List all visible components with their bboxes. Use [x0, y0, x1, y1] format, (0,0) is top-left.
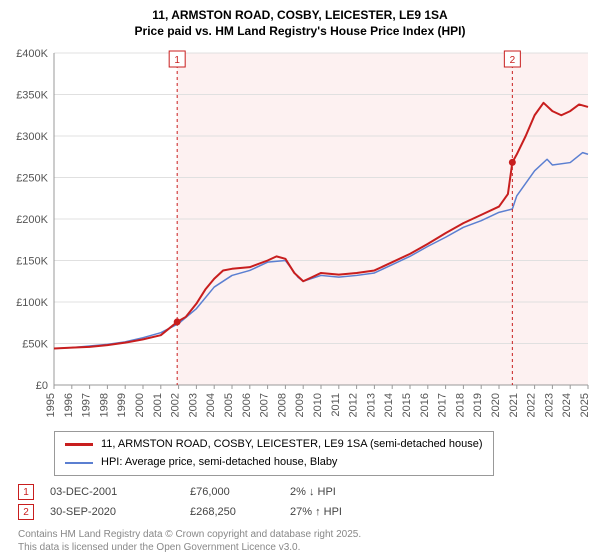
svg-text:2016: 2016: [419, 393, 431, 417]
legend-label-2: HPI: Average price, semi-detached house,…: [101, 454, 337, 472]
svg-text:1995: 1995: [45, 393, 57, 417]
footnote-delta: 2% ↓ HPI: [290, 486, 400, 498]
footnote-date: 30-SEP-2020: [50, 506, 190, 518]
svg-text:2004: 2004: [205, 393, 217, 417]
svg-text:2006: 2006: [241, 393, 253, 417]
chart-svg: £0 £50K £100K £150K £200K £250K £300K £350K £400…: [8, 45, 592, 425]
svg-text:2013: 2013: [365, 393, 377, 417]
svg-text:£250K: £250K: [16, 173, 48, 185]
svg-text:2018: 2018: [454, 393, 466, 417]
svg-text:2003: 2003: [187, 393, 199, 417]
footnote-row: 1 03-DEC-2001£76,0002% ↓ HPI: [18, 484, 592, 500]
svg-text:2022: 2022: [526, 393, 538, 417]
footnote-date: 03-DEC-2001: [50, 486, 190, 498]
svg-text:2001: 2001: [152, 393, 164, 417]
legend-swatch-1: [65, 443, 93, 446]
footnote-price: £76,000: [190, 486, 290, 498]
license-text: Contains HM Land Registry data © Crown c…: [18, 528, 592, 554]
svg-text:2011: 2011: [330, 393, 342, 417]
svg-text:2007: 2007: [259, 393, 271, 417]
svg-text:£350K: £350K: [16, 90, 48, 102]
chart-plot-area: £0 £50K £100K £150K £200K £250K £300K £350K £400…: [8, 45, 592, 425]
svg-text:2012: 2012: [348, 393, 360, 417]
title-line-2: Price paid vs. HM Land Registry's House …: [8, 24, 592, 40]
legend-row-1: 11, ARMSTON ROAD, COSBY, LEICESTER, LE9 …: [65, 436, 483, 454]
svg-text:2021: 2021: [508, 393, 520, 417]
svg-text:2025: 2025: [579, 393, 591, 417]
svg-text:£100K: £100K: [16, 297, 48, 309]
license-line-1: Contains HM Land Registry data © Crown c…: [18, 528, 592, 541]
svg-text:2020: 2020: [490, 393, 502, 417]
svg-text:1998: 1998: [98, 393, 110, 417]
svg-text:2009: 2009: [294, 393, 306, 417]
svg-text:£300K: £300K: [16, 131, 48, 143]
svg-text:£150K: £150K: [16, 256, 48, 268]
svg-text:1999: 1999: [116, 393, 128, 417]
legend-swatch-2: [65, 462, 93, 464]
svg-text:2002: 2002: [170, 393, 182, 417]
svg-text:2008: 2008: [276, 393, 288, 417]
svg-text:£200K: £200K: [16, 214, 48, 226]
footnote-row: 2 30-SEP-2020£268,25027% ↑ HPI: [18, 504, 592, 520]
svg-text:2010: 2010: [312, 393, 324, 417]
footnote-price: £268,250: [190, 506, 290, 518]
svg-text:2015: 2015: [401, 393, 413, 417]
svg-text:2005: 2005: [223, 393, 235, 417]
svg-text:2000: 2000: [134, 393, 146, 417]
license-line-2: This data is licensed under the Open Gov…: [18, 541, 592, 554]
legend-label-1: 11, ARMSTON ROAD, COSBY, LEICESTER, LE9 …: [101, 436, 483, 454]
footnotes: 1 03-DEC-2001£76,0002% ↓ HPI 2 30-SEP-2020£…: [18, 484, 592, 520]
svg-text:2023: 2023: [543, 393, 555, 417]
svg-text:2017: 2017: [437, 393, 449, 417]
svg-text:1997: 1997: [81, 393, 93, 417]
svg-text:1996: 1996: [63, 393, 75, 417]
svg-text:£400K: £400K: [16, 48, 48, 60]
svg-text:1: 1: [174, 55, 180, 66]
footnote-delta: 27% ↑ HPI: [290, 506, 400, 518]
svg-text:£0: £0: [36, 380, 48, 392]
svg-text:2014: 2014: [383, 393, 395, 417]
legend: 11, ARMSTON ROAD, COSBY, LEICESTER, LE9 …: [54, 431, 494, 476]
footnote-marker: 2: [18, 504, 34, 520]
legend-row-2: HPI: Average price, semi-detached house,…: [65, 454, 483, 472]
title-line-1: 11, ARMSTON ROAD, COSBY, LEICESTER, LE9 …: [8, 8, 592, 24]
svg-text:£50K: £50K: [22, 339, 48, 351]
footnote-marker: 1: [18, 484, 34, 500]
svg-text:2024: 2024: [561, 393, 573, 417]
svg-text:2019: 2019: [472, 393, 484, 417]
chart-container: 11, ARMSTON ROAD, COSBY, LEICESTER, LE9 …: [0, 0, 600, 560]
chart-title: 11, ARMSTON ROAD, COSBY, LEICESTER, LE9 …: [8, 8, 592, 39]
svg-text:2: 2: [510, 55, 516, 66]
